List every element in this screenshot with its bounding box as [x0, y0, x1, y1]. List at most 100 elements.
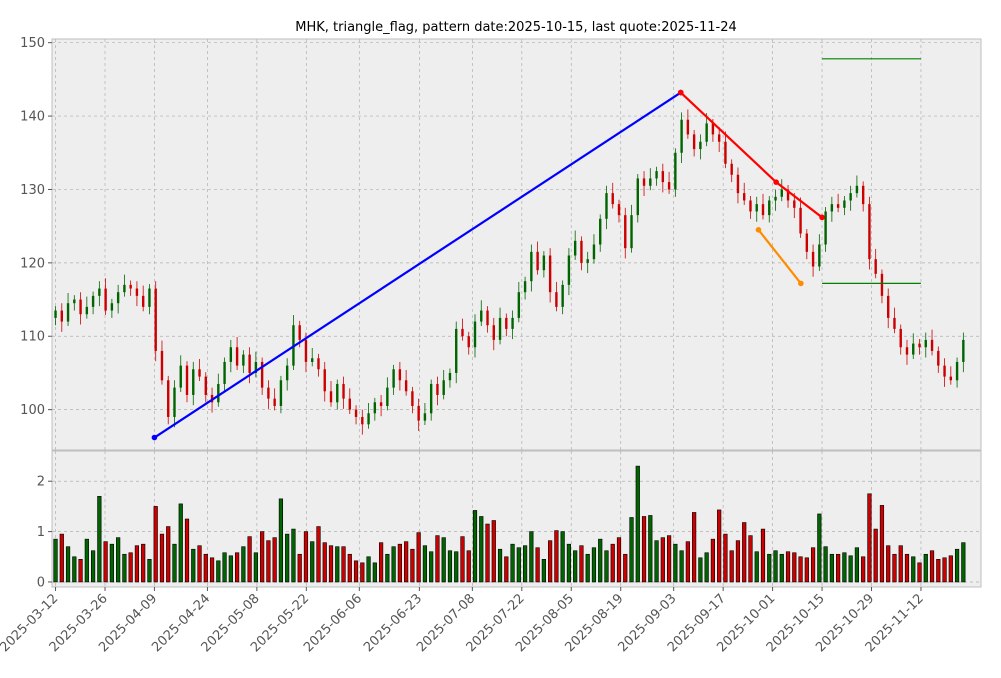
candle-body: [523, 281, 527, 293]
candle-body: [148, 288, 151, 307]
volume-bar: [266, 540, 271, 583]
volume-bar: [278, 498, 284, 583]
candle-body: [667, 182, 671, 190]
volume-bar: [84, 538, 89, 583]
candle-body: [267, 387, 270, 399]
candle-body: [217, 383, 220, 403]
volume-bar: [178, 503, 183, 583]
volume-bar: [353, 560, 359, 583]
candle-body: [79, 299, 82, 315]
candle-body: [129, 284, 132, 289]
candle-body: [567, 255, 571, 285]
volume-bar: [234, 552, 240, 583]
volume-bar: [429, 551, 434, 583]
volume-bar: [560, 531, 565, 583]
volume-bar: [460, 536, 465, 583]
volume-bar: [441, 537, 446, 583]
candle-body: [436, 383, 439, 395]
volume-bar: [447, 550, 453, 583]
volume-bar: [322, 542, 327, 583]
volume-bar: [228, 555, 233, 583]
candle-body: [361, 416, 364, 425]
volume-bar: [848, 555, 853, 583]
candle-body: [555, 292, 558, 307]
volume-bar: [241, 546, 246, 583]
candle-body: [160, 350, 164, 381]
candle-body: [536, 251, 539, 271]
volume-bar: [723, 533, 728, 583]
volume-bar: [291, 528, 296, 583]
candle-body: [154, 288, 157, 351]
red-trend-point: [819, 214, 825, 221]
volume-bar: [472, 510, 478, 583]
candle-body: [611, 193, 614, 205]
volume-bar: [435, 535, 440, 583]
red-trend-point: [677, 89, 684, 96]
candle-body: [743, 193, 746, 201]
volume-bar: [923, 553, 928, 583]
volume-bar: [541, 558, 546, 583]
candle-body: [649, 178, 652, 186]
volume-bar: [886, 545, 891, 583]
candle-body: [311, 358, 314, 362]
candle-body: [242, 354, 245, 366]
candle-body: [542, 255, 546, 271]
candle-body: [317, 358, 320, 370]
volume-bar: [166, 526, 171, 583]
volume-bar: [466, 550, 471, 583]
candle-body: [66, 303, 70, 322]
price-y-tick-label: 140: [20, 110, 45, 125]
volume-bar: [867, 493, 872, 583]
volume-bar: [78, 558, 83, 583]
volume-bar: [648, 515, 653, 583]
volume-bar: [360, 562, 365, 583]
volume-bar: [247, 536, 252, 583]
volume-bar: [798, 556, 803, 583]
volume-bar: [573, 550, 578, 583]
volume-bar: [404, 541, 409, 583]
volume-bar: [272, 537, 277, 583]
volume-bar: [422, 545, 428, 583]
candle-body: [185, 365, 189, 395]
candle-body: [98, 288, 101, 296]
volume-bar: [929, 550, 935, 583]
candle-body: [373, 402, 377, 414]
candle-body: [674, 152, 677, 190]
candle-body: [285, 365, 289, 381]
volume-bar: [804, 557, 809, 583]
volume-bar: [303, 531, 309, 583]
candle-body: [561, 284, 564, 307]
candle-body: [429, 383, 433, 414]
volume-bar: [97, 496, 102, 583]
volume-bar: [285, 533, 290, 583]
volume-bar: [341, 546, 346, 583]
candle-body: [855, 185, 859, 194]
candle-body: [636, 178, 639, 216]
candle-body: [548, 255, 552, 293]
candle-body: [730, 163, 733, 175]
volume-panel: 0 1 2: [37, 450, 982, 590]
candle-body: [135, 288, 139, 296]
candle-body: [930, 339, 934, 351]
candlestick-series: [54, 109, 965, 435]
volume-bar: [297, 553, 302, 583]
candle-body: [110, 303, 114, 311]
candle-body: [423, 413, 427, 421]
volume-bar: [497, 548, 503, 583]
volume-bar: [72, 556, 77, 583]
volume-bar: [779, 553, 784, 583]
volume-bar: [629, 517, 634, 583]
volume-bar: [898, 545, 903, 583]
volume-bar: [879, 505, 885, 583]
candle-body: [599, 218, 602, 245]
candle-body: [386, 387, 389, 406]
volume-bar: [222, 552, 227, 583]
candle-body: [104, 288, 107, 311]
candle-body: [167, 380, 170, 417]
volume-bar: [504, 556, 509, 583]
volume-bar: [109, 543, 114, 583]
candle-body: [448, 372, 452, 381]
orange-trend-line: [757, 229, 802, 285]
volume-bar: [829, 553, 834, 583]
